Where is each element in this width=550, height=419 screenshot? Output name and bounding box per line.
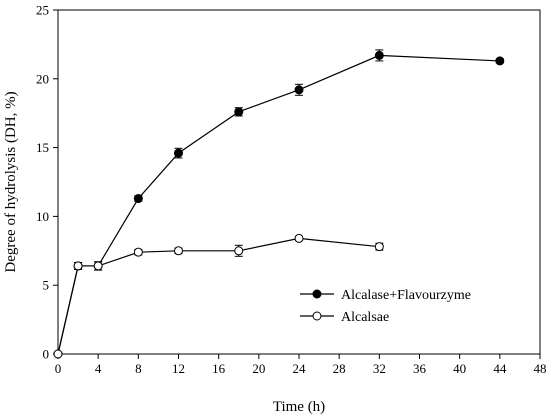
x-tick-label: 8 <box>135 361 142 376</box>
data-point <box>234 107 244 117</box>
legend-marker <box>312 289 322 299</box>
data-point <box>174 246 183 256</box>
y-tick-label: 15 <box>36 140 49 155</box>
x-tick-label: 32 <box>373 361 386 376</box>
series-layer <box>53 49 505 359</box>
data-point <box>53 349 63 359</box>
x-tick-label: 20 <box>252 361 265 376</box>
data-point <box>495 56 505 66</box>
data-point <box>133 194 143 204</box>
legend-label: Alcalase+Flavourzyme <box>341 288 471 303</box>
legend-marker <box>312 311 322 321</box>
data-point <box>234 246 244 256</box>
y-axis-title: Degree of hydrolysis (DH, %) <box>3 91 19 272</box>
y-tick-label: 0 <box>43 347 50 362</box>
y-tick-label: 20 <box>36 71 49 86</box>
x-tick-label: 16 <box>212 361 226 376</box>
y-tick-label: 5 <box>43 278 50 293</box>
x-tick-label: 28 <box>333 361 346 376</box>
x-tick-label: 24 <box>293 361 307 376</box>
x-tick-label: 48 <box>534 361 547 376</box>
x-axis-title: Time (h) <box>273 399 325 415</box>
data-point <box>174 148 183 158</box>
x-tick-label: 36 <box>413 361 427 376</box>
data-point <box>294 85 304 95</box>
x-tick-label: 0 <box>55 361 62 376</box>
series-line <box>57 54 500 355</box>
series-2 <box>53 233 384 359</box>
data-point <box>294 233 304 243</box>
x-tick-label: 40 <box>453 361 466 376</box>
data-point <box>93 261 103 271</box>
series-1 <box>53 49 505 359</box>
data-point <box>374 50 384 60</box>
y-tick-label: 25 <box>36 3 49 18</box>
data-point <box>133 247 143 257</box>
y-tick-label: 10 <box>36 209 49 224</box>
x-tick-label: 4 <box>95 361 102 376</box>
data-point <box>374 242 384 252</box>
data-point <box>73 261 83 271</box>
legend: Alcalase+Flavourzyme Alcalsae <box>300 288 471 325</box>
x-tick-label: 12 <box>172 361 185 376</box>
x-tick-label: 44 <box>493 361 507 376</box>
series-line <box>57 237 380 355</box>
legend-label: Alcalsae <box>341 310 389 325</box>
